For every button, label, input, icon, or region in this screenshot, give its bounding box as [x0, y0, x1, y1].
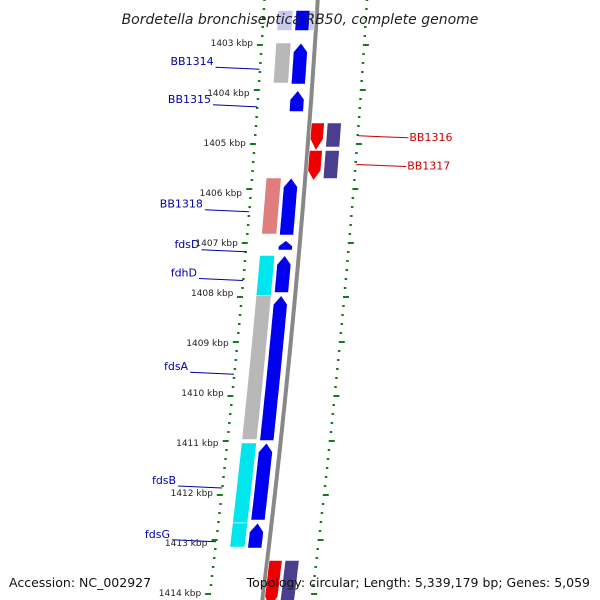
- gene-label-fdsD[interactable]: fdsD: [174, 238, 199, 251]
- gene-bb1316[interactable]: [309, 122, 325, 152]
- gene-track: [247, 42, 325, 600]
- leader-line-fdhD: [198, 278, 244, 281]
- gene-label-fdhD[interactable]: fdhD: [171, 267, 197, 280]
- gene-label-bb1317[interactable]: BB1317: [407, 160, 450, 173]
- gene-arrow-bb1316[interactable]: [309, 122, 325, 152]
- gene-fdhD[interactable]: [274, 255, 292, 293]
- gene-arrow-fdsG[interactable]: [247, 522, 264, 549]
- accession-label: Accession: NC_002927: [9, 575, 151, 590]
- leader-line-fdsB: [178, 485, 223, 489]
- leader-line-fdsG: [171, 539, 217, 543]
- gene-label-fdsB[interactable]: fdsB: [152, 474, 176, 487]
- leader-line-bb1318: [204, 209, 249, 213]
- kbp-label: 1413 kbp: [165, 539, 208, 549]
- gene-fdsA[interactable]: [259, 295, 288, 441]
- gene-label-bb1314[interactable]: BB1314: [171, 55, 214, 68]
- gene-bottom-rev[interactable]: [264, 560, 283, 600]
- kbp-label: 1405 kbp: [203, 139, 246, 149]
- kbp-label: 1406 kbp: [200, 189, 243, 199]
- leader-line-bb1315: [212, 104, 258, 108]
- cog-track: [229, 10, 342, 600]
- kbp-label: 1407 kbp: [195, 239, 238, 249]
- cog-block-bottom-rev: [280, 560, 300, 600]
- gene-bb1314[interactable]: [290, 42, 308, 85]
- gene-bb1315[interactable]: [288, 90, 305, 112]
- gene-arrow-bottom-rev[interactable]: [264, 560, 283, 600]
- gene-bb1317[interactable]: [307, 150, 323, 182]
- kbp-label: 1414 kbp: [159, 589, 202, 599]
- gene-label-bb1315[interactable]: BB1315: [168, 93, 211, 106]
- gene-arrow-bb1317[interactable]: [307, 150, 323, 182]
- summary-label: Topology: circular; Length: 5,339,179 bp…: [246, 575, 590, 590]
- gene-arrow-fdhD[interactable]: [274, 255, 292, 293]
- leader-line-fdsD: [201, 249, 246, 253]
- gene-label-fdsA[interactable]: fdsA: [164, 360, 189, 373]
- gene-arrow-fdsA[interactable]: [259, 295, 288, 441]
- kbp-label: 1412 kbp: [171, 489, 214, 499]
- cog-block-top-lavender: [308, 10, 316, 31]
- gene-arrow-fdsD[interactable]: [277, 240, 293, 251]
- gene-label-bb1318[interactable]: BB1318: [160, 198, 203, 211]
- cog-block-bb1314: [272, 42, 292, 84]
- gene-fdsG[interactable]: [247, 522, 264, 549]
- leader-line-fdsA: [190, 371, 235, 375]
- leader-line-bb1316: [358, 135, 409, 139]
- kbp-label: 1411 kbp: [176, 439, 219, 449]
- kbp-label: 1409 kbp: [186, 339, 229, 349]
- gene-label-fdsG[interactable]: fdsG: [145, 528, 170, 541]
- gene-label-bb1316[interactable]: BB1316: [409, 131, 452, 144]
- gene-fdsB[interactable]: [250, 442, 273, 521]
- leader-line-bb1314: [215, 66, 260, 70]
- cog-block-bb1317: [322, 150, 340, 179]
- gene-arrow-bb1318[interactable]: [279, 177, 298, 236]
- leader-line-bb1317: [356, 164, 407, 167]
- cog-block-bb1318: [261, 177, 282, 235]
- kbp-label: 1410 kbp: [181, 389, 224, 399]
- tick-lines: [205, 0, 369, 595]
- cog-block-bb1316: [325, 122, 342, 148]
- cog-block-fdsG: [229, 522, 248, 548]
- gene-arrow-bb1314[interactable]: [290, 42, 308, 85]
- gene-bb1318[interactable]: [279, 177, 298, 236]
- kbp-label: 1403 kbp: [211, 39, 254, 49]
- gene-arrow-bb1315[interactable]: [288, 90, 305, 112]
- gene-fdsD[interactable]: [277, 240, 293, 251]
- kbp-label: 1408 kbp: [191, 289, 234, 299]
- cog-block-top-lavender-block: [276, 10, 294, 31]
- cog-block-fdsA: [241, 295, 272, 440]
- cog-block-fdhD: [255, 255, 276, 296]
- gene-arrow-fdsB[interactable]: [250, 442, 273, 521]
- genome-backbone-arc: [260, 0, 320, 600]
- kbp-label-layer: 1403 kbp 1404 kbp 1405 kbp 1406 kbp 1407 kbp…: [159, 39, 253, 599]
- backbone: [260, 0, 320, 600]
- gene-labels: BB1314 BB1315 BB1316 BB1317 BB1318 fdsD fdhD fd…: [145, 55, 452, 543]
- kbp-label: 1404 kbp: [207, 89, 250, 99]
- map-title: Bordetella bronchiseptica RB50, complete…: [122, 12, 479, 28]
